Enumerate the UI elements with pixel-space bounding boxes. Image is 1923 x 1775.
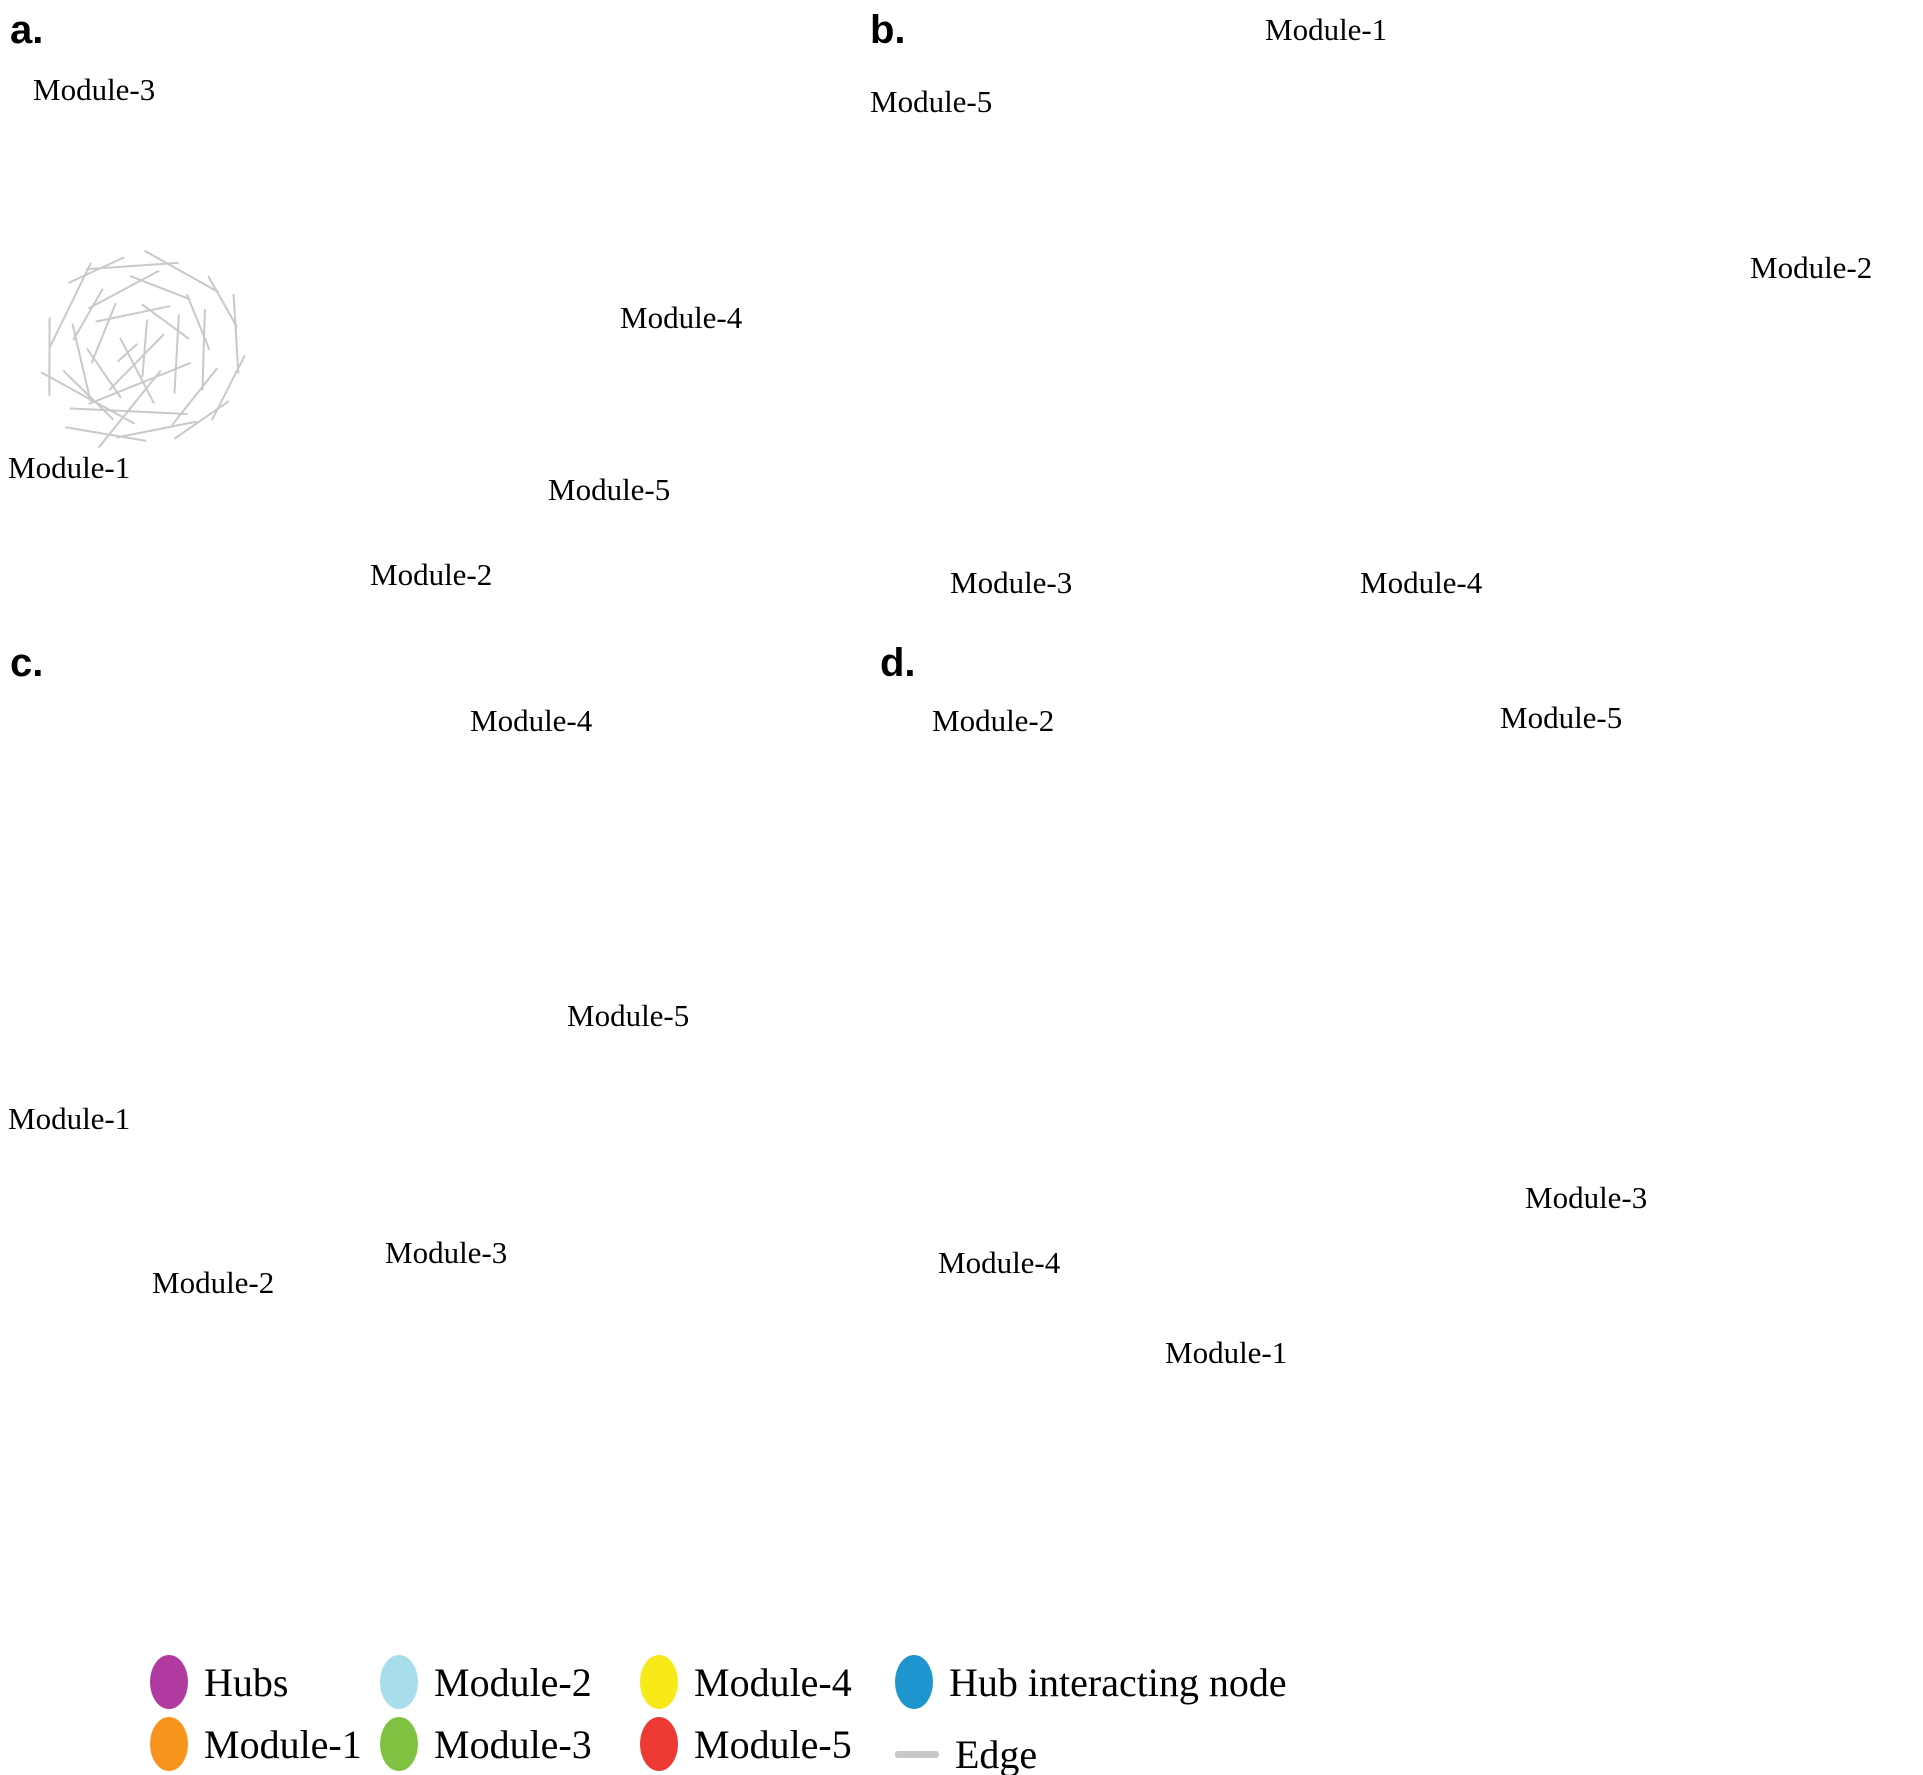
legend-swatch-module-4 (640, 1655, 678, 1709)
panel-b-module-1-label: Module-1 (1265, 12, 1388, 47)
panel-b: b. Module-1 Module-5 Module-2 Module-3 M… (860, 0, 1923, 650)
legend-swatch-hub-interacting-node (895, 1655, 933, 1709)
figure-legend: Hubs Module-1 Module-2 Module-3 Module-4… (150, 1655, 1350, 1775)
legend-swatch-module-2 (380, 1655, 418, 1709)
legend-label-edge: Edge (955, 1732, 1038, 1775)
legend-item-module-3: Module-3 (380, 1717, 592, 1771)
legend-label-hub-interacting-node: Hub interacting node (949, 1659, 1287, 1705)
legend-item-module-5: Module-5 (640, 1717, 852, 1771)
network-panel-c (0, 635, 960, 1335)
legend-item-edge: Edge (895, 1731, 1037, 1775)
panel-b-letter: b. (870, 8, 906, 52)
legend-item-hubs: Hubs (150, 1655, 288, 1709)
edge (68, 256, 125, 284)
panel-a-module-4-label: Module-4 (620, 300, 743, 335)
panel-c-module-5-label: Module-5 (567, 998, 690, 1033)
panel-a-module-3-label: Module-3 (33, 72, 156, 107)
edge (171, 367, 218, 426)
edge (119, 337, 155, 404)
edge (144, 250, 219, 293)
edge (108, 333, 165, 391)
edge (49, 262, 92, 348)
legend-label-module-2: Module-2 (434, 1659, 592, 1705)
panel-d-module-4-label: Module-4 (938, 1245, 1061, 1280)
edge (141, 303, 190, 340)
legend-item-module-1: Module-1 (150, 1717, 362, 1771)
panel-a-module-2-label: Module-2 (370, 557, 493, 592)
legend-swatch-module-3 (380, 1717, 418, 1771)
panel-d: d. Module-2 Module-5 Module-4 Module-3 M… (860, 635, 1923, 1370)
edge (72, 288, 104, 341)
panel-d-module-3-label: Module-3 (1525, 1180, 1648, 1215)
panel-c-letter: c. (10, 641, 44, 685)
panel-d-module-5-label: Module-5 (1500, 700, 1623, 735)
edges-panel-a (40, 250, 246, 448)
network-panel-b (860, 0, 1923, 650)
panel-b-module-3-label: Module-3 (950, 565, 1073, 600)
panel-d-letter: d. (880, 641, 916, 685)
panel-c-module-1-label: Module-1 (8, 1101, 131, 1136)
edge (88, 270, 160, 309)
edge (173, 314, 180, 394)
panel-a: a. Module-3 Module-1 Module-2 Module-4 M… (0, 0, 960, 645)
legend-swatch-hubs (150, 1655, 188, 1709)
legend-item-hub-interacting-node: Hub interacting node (895, 1655, 1287, 1709)
panel-d-module-2-label: Module-2 (932, 703, 1055, 738)
edge (174, 400, 230, 440)
panel-c-module-2-label: Module-2 (152, 1265, 275, 1300)
legend-label-hubs: Hubs (204, 1659, 289, 1705)
legend-swatch-module-1 (150, 1717, 188, 1771)
edge (90, 302, 117, 364)
legend-item-module-2: Module-2 (380, 1655, 592, 1709)
legend-label-module-4: Module-4 (694, 1659, 852, 1705)
edge (64, 426, 147, 442)
legend-label-module-3: Module-3 (434, 1721, 592, 1767)
panel-c-module-3-label: Module-3 (385, 1235, 508, 1270)
legend-swatch-module-5 (640, 1717, 678, 1771)
panel-a-module-5-label: Module-5 (548, 472, 671, 507)
edge (98, 370, 162, 448)
legend-item-module-4: Module-4 (640, 1655, 852, 1709)
edge (116, 420, 197, 439)
panel-d-module-1-label: Module-1 (1165, 1335, 1288, 1370)
legend-swatch-edge (895, 1751, 939, 1758)
edge (88, 362, 192, 405)
panel-c: c. Module-4 Module-1 Module-5 Module-2 M… (0, 635, 960, 1335)
panel-b-module-5-label: Module-5 (870, 84, 993, 119)
panel-c-module-4-label: Module-4 (470, 703, 593, 738)
edge (141, 319, 149, 378)
panel-b-module-4-label: Module-4 (1360, 565, 1483, 600)
legend-label-module-1: Module-1 (204, 1721, 362, 1767)
edge (186, 293, 211, 351)
panel-a-letter: a. (10, 8, 44, 52)
legend-label-module-5: Module-5 (694, 1721, 852, 1767)
panel-b-module-2-label: Module-2 (1750, 250, 1873, 285)
edge (129, 275, 191, 301)
edge (40, 371, 135, 425)
edge (201, 308, 206, 391)
edge (207, 275, 238, 328)
edge (95, 305, 171, 323)
panel-a-module-1-label: Module-1 (8, 450, 131, 485)
edge (232, 293, 240, 374)
edge (86, 261, 179, 271)
